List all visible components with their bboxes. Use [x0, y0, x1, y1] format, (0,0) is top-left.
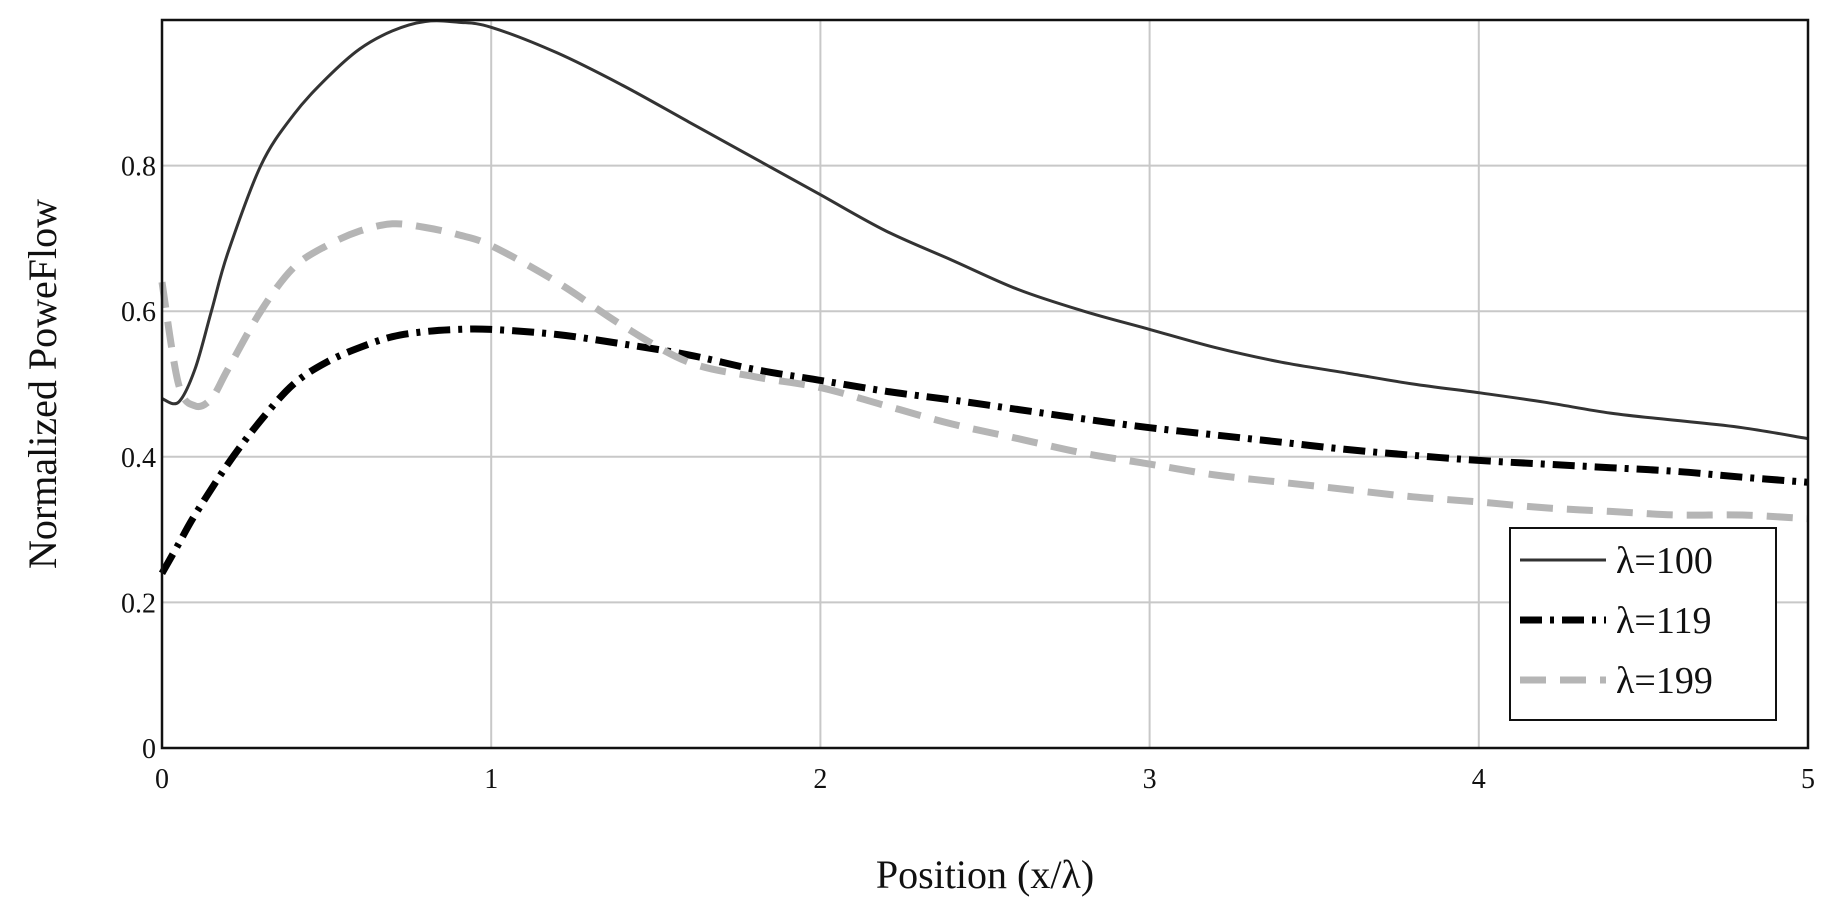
y-tick-label: 0: [142, 734, 156, 765]
legend-label-3: λ=199: [1616, 660, 1713, 702]
x-tick-labels: 0 1 2 3 4 5: [155, 764, 1815, 795]
y-tick-label: 0.8: [121, 152, 156, 183]
x-tick-label: 4: [1472, 764, 1486, 795]
x-tick-label: 0: [155, 764, 169, 795]
x-tick-label: 5: [1801, 764, 1815, 795]
legend: λ=100 λ=119 λ=199: [1509, 527, 1777, 721]
x-tick-label: 3: [1143, 764, 1157, 795]
y-tick-label: 0.6: [121, 297, 156, 328]
series-line-1: [161, 19, 1809, 441]
x-tick-label: 2: [813, 764, 827, 795]
series-line-2: [158, 325, 1809, 575]
y-axis-label: Normalized PoweFlow: [20, 199, 65, 569]
y-tick-labels: 0 0.2 0.4 0.6 0.8: [121, 152, 156, 765]
y-tick-label: 0.2: [121, 588, 156, 619]
series-line-3: [158, 220, 1809, 523]
x-axis-label: Position (x/λ): [876, 852, 1094, 897]
series-layer: [158, 19, 1809, 575]
x-tick-label: 1: [484, 764, 498, 795]
legend-label-1: λ=100: [1616, 540, 1713, 582]
legend-label-2: λ=119: [1616, 600, 1711, 642]
plot-frame: [160, 18, 1810, 750]
y-tick-label: 0.4: [121, 443, 156, 474]
